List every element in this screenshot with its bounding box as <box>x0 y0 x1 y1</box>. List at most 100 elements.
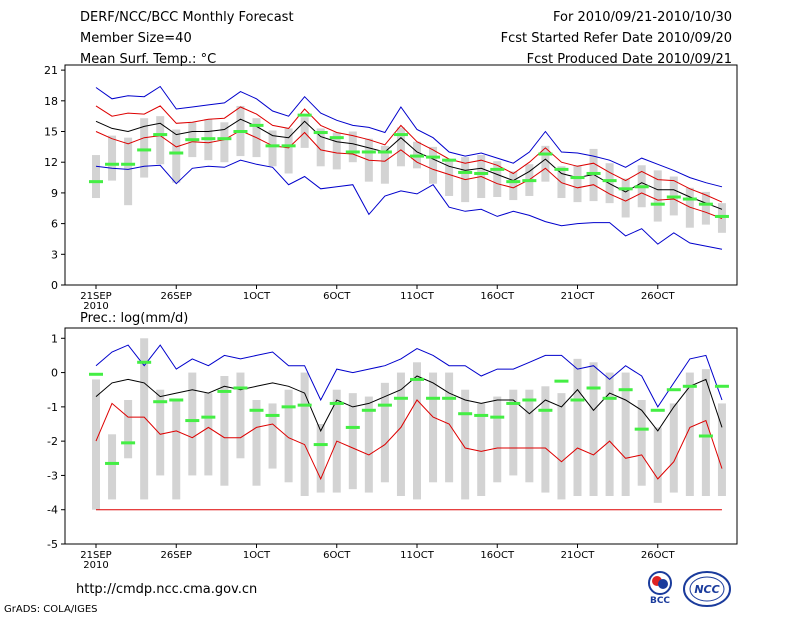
observed-marker <box>169 398 184 402</box>
series-spread-line <box>95 399 723 481</box>
ensemble-box <box>284 389 293 483</box>
ensemble-box <box>332 132 341 170</box>
observed-marker <box>714 214 729 218</box>
x-tick-label: 1OCT <box>243 550 271 561</box>
observed-marker <box>393 396 408 400</box>
ensemble-box <box>477 403 486 496</box>
observed-marker <box>474 413 489 417</box>
ensemble-box <box>108 434 117 500</box>
ensemble-box <box>140 338 149 500</box>
ensemble-box <box>461 389 470 500</box>
ensemble-box <box>124 400 133 459</box>
header-left: DERF/NCC/BCC Monthly Forecast Member Siz… <box>80 10 294 73</box>
forecast-period: For 2010/09/21-2010/10/30 <box>553 10 732 25</box>
member-size-label: Member Size=40 <box>80 31 192 46</box>
ensemble-box <box>172 400 181 500</box>
ensemble-box <box>509 171 518 201</box>
observed-marker <box>522 179 537 183</box>
observed-marker <box>345 150 360 154</box>
observed-marker <box>297 403 312 407</box>
y-tick-label: 15 <box>44 126 58 139</box>
bcc-logo-icon: BCC <box>648 571 672 606</box>
start-date: Fcst Started Refer Date 2010/09/20 <box>500 31 732 46</box>
ensemble-box <box>573 165 582 203</box>
x-tick-label: 11OCT <box>400 291 435 302</box>
observed-marker <box>185 419 200 423</box>
observed-marker <box>490 167 505 171</box>
ensemble-box <box>236 372 245 459</box>
series-mean-line <box>95 118 723 210</box>
observed-marker <box>297 113 312 117</box>
ensemble-box <box>108 135 117 181</box>
observed-marker <box>666 195 681 199</box>
observed-marker <box>153 400 168 404</box>
ensemble-box <box>445 372 454 483</box>
ensemble-box <box>493 161 502 197</box>
x-tick-label: 26SEP <box>161 550 192 561</box>
ensemble-box <box>300 372 309 496</box>
observed-marker <box>410 377 424 381</box>
ensemble-box <box>252 400 261 486</box>
ncc-logo-text: NCC <box>694 583 719 596</box>
observed-marker <box>618 187 633 191</box>
ensemble-box <box>316 424 325 493</box>
x-tick-label: 26SEP <box>161 291 192 302</box>
y-tick-label: -5 <box>47 538 58 551</box>
ensemble-box <box>220 376 229 486</box>
ensemble-box <box>380 382 389 483</box>
observed-marker <box>233 386 248 390</box>
observed-marker <box>570 176 585 180</box>
ensemble-box <box>493 396 502 483</box>
observed-marker <box>506 180 521 184</box>
ensemble-box <box>124 137 133 206</box>
chart-title: DERF/NCC/BCC Monthly Forecast <box>80 10 294 25</box>
x-tick-label: 21SEP <box>80 291 111 302</box>
y-tick-label: 18 <box>44 95 58 108</box>
ensemble-box <box>445 161 454 196</box>
series-max-line <box>95 85 723 188</box>
observed-marker <box>410 154 424 158</box>
ensemble-box <box>653 427 662 503</box>
observed-marker <box>217 389 232 393</box>
ensemble-box <box>589 362 598 496</box>
ensemble-box <box>284 128 293 174</box>
x-tick-label: 2010 <box>83 301 108 312</box>
observed-marker <box>538 152 553 156</box>
x-tick-label: 6OCT <box>323 550 351 561</box>
series-max-line <box>95 344 723 408</box>
plot-frame <box>64 327 738 545</box>
observed-marker <box>121 441 136 445</box>
observed-marker <box>313 131 328 135</box>
observed-marker <box>281 405 296 409</box>
x-tick-label: 16OCT <box>480 291 515 302</box>
bcc-logo-text: BCC <box>650 596 670 606</box>
observed-marker <box>602 179 617 183</box>
observed-marker <box>265 144 280 148</box>
ensemble-box <box>220 122 229 163</box>
ensemble-box <box>92 155 100 199</box>
ensemble-box <box>348 393 357 490</box>
observed-marker <box>137 148 152 152</box>
ensemble-box <box>396 372 405 496</box>
observed-marker <box>249 123 264 127</box>
ensemble-box <box>605 372 614 496</box>
x-tick-label: 6OCT <box>323 291 351 302</box>
ensemble-box <box>525 389 534 483</box>
observed-marker <box>313 443 328 447</box>
ensemble-box <box>204 393 213 476</box>
observed-marker <box>185 138 200 142</box>
observed-marker <box>217 137 232 141</box>
observed-marker <box>89 180 103 184</box>
ensemble-box <box>541 145 550 182</box>
observed-marker <box>618 388 633 392</box>
x-tick-label: 2010 <box>83 560 108 571</box>
observed-marker <box>345 425 360 429</box>
observed-marker <box>201 137 216 141</box>
ensemble-box <box>188 372 197 476</box>
ensemble-box <box>316 128 325 167</box>
observed-marker <box>586 171 601 175</box>
observed-marker <box>377 403 392 407</box>
observed-marker <box>377 150 392 154</box>
footer-url[interactable]: http://cmdp.ncc.cma.gov.cn <box>76 582 258 597</box>
